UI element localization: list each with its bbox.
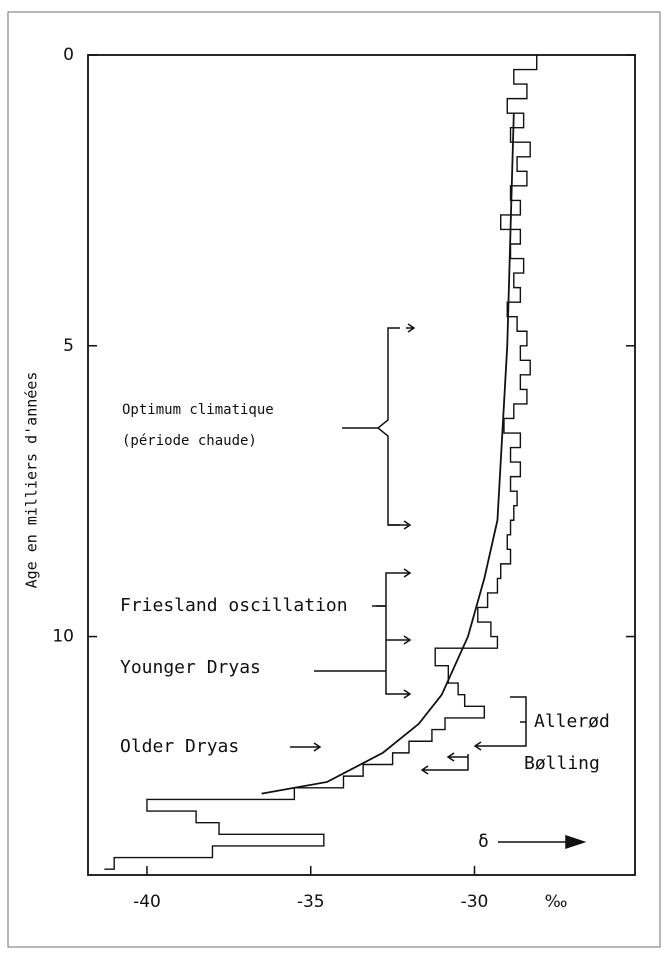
x-tick-label: -40 <box>133 892 161 912</box>
x-tick-label: -30 <box>461 892 489 912</box>
plot-frame <box>87 54 636 876</box>
annotation: Younger Dryas <box>120 657 261 678</box>
y-axis-label: Age en milliers d'années <box>23 372 41 589</box>
annotation: Optimum climatique <box>122 402 274 418</box>
annotation: Older Dryas <box>120 736 239 757</box>
annotation: (période chaude) <box>122 433 257 449</box>
brackets <box>290 323 587 850</box>
annotation: Allerød <box>534 711 610 732</box>
annotation: δ <box>478 831 489 852</box>
x-tick-label: -35 <box>297 892 325 912</box>
step-line <box>104 55 538 870</box>
y-tick-label: 5 <box>63 336 74 356</box>
annotation: Bølling <box>524 753 600 774</box>
annotation: Friesland oscillation <box>120 595 348 616</box>
y-tick-label: 0 <box>63 45 74 65</box>
page-frame <box>7 11 661 948</box>
trend-line <box>261 113 515 795</box>
x-axis-label: ‰ <box>545 892 568 912</box>
y-tick-label: 10 <box>52 627 74 647</box>
